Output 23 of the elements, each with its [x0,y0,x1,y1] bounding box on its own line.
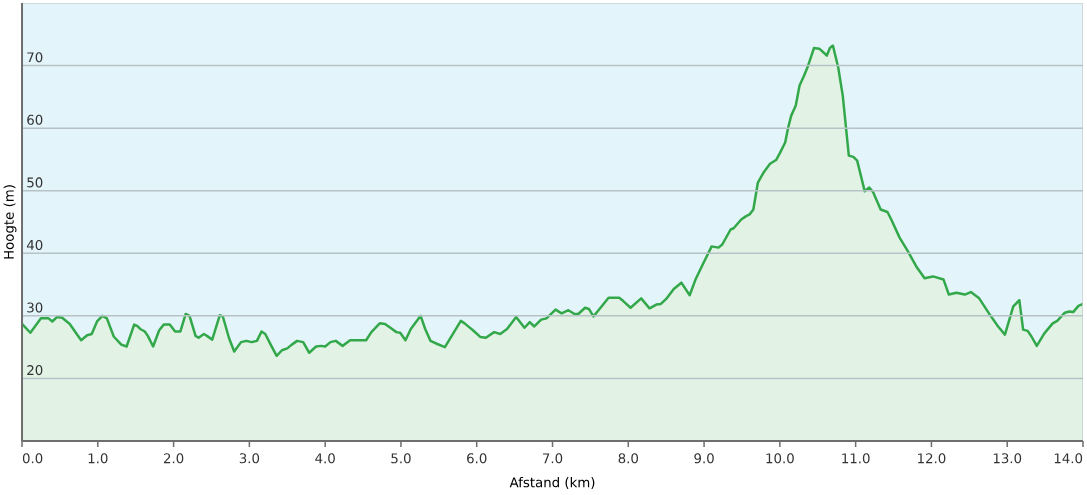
x-axis-title: Afstand (km) [509,477,595,489]
x-tick-label: 10.0 [766,453,794,464]
y-tick-label: 60 [27,114,43,125]
x-tick-label: 14.0 [1054,453,1083,464]
x-tick-label: 6.0 [467,453,487,464]
y-tick-label: 50 [27,177,43,188]
x-tick-label: 7.0 [542,453,563,464]
x-tick-label: 11.0 [842,453,870,464]
x-tick-label: 2.0 [163,453,184,464]
x-tick-label: 8.0 [618,453,639,464]
y-tick-label: 40 [26,239,43,251]
y-tick-label: 70 [27,52,43,63]
y-axis-title: Hoogte (m) [3,185,17,259]
x-tick-label: 12.0 [918,453,946,464]
x-tick-label: 0.0 [22,453,43,464]
x-tick-label: 13.0 [993,453,1022,464]
x-tick-label: 3.0 [239,453,260,464]
x-tick-label: 5.0 [391,453,411,464]
y-tick-label: 30 [27,302,43,313]
x-tick-label: 4.0 [315,453,335,464]
x-tick-label: 1.0 [88,453,108,464]
y-tick-label: 20 [27,365,43,376]
x-tick-label: 9.0 [694,453,714,464]
